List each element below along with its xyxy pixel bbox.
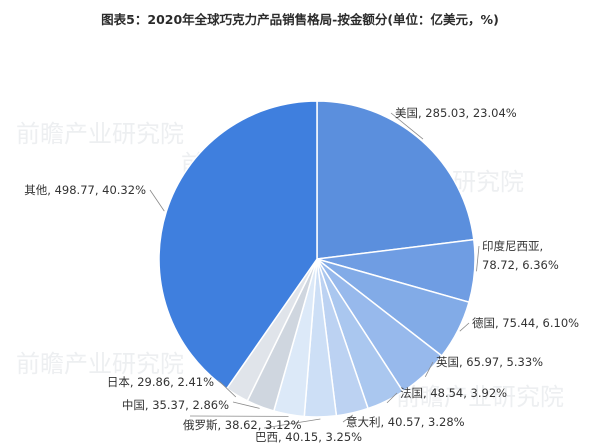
leader-line	[342, 414, 354, 423]
leader-line	[476, 245, 480, 272]
slice-label: 意大利, 40.57, 3.28%	[346, 415, 465, 429]
leader-line	[386, 392, 398, 404]
slice-label: 日本, 29.86, 2.41%	[107, 375, 214, 389]
leader-lines	[149, 112, 480, 429]
leader-line	[263, 418, 321, 429]
leader-line	[459, 322, 470, 332]
slice-label: 英国, 65.97, 5.33%	[436, 355, 543, 369]
watermark-text: 前瞻产业研究院	[16, 350, 184, 378]
watermark-text: 前瞻产业研究院	[396, 383, 564, 411]
slice-label: 美国, 285.03, 23.04%	[395, 106, 517, 120]
pie-slices	[158, 100, 476, 418]
slice-label: 中国, 35.37, 2.86%	[122, 398, 229, 412]
leader-line	[390, 112, 424, 140]
leader-line	[232, 401, 260, 409]
leader-line	[217, 379, 237, 398]
leader-line	[424, 361, 434, 377]
leader-line	[149, 189, 165, 212]
slice-label: 其他, 498.77, 40.32%	[24, 183, 146, 197]
slice-label: 巴西, 40.15, 3.25%	[255, 430, 362, 444]
chart-title: 图表5：2020年全球巧克力产品销售格局-按金额分(单位：亿美元，%)	[101, 12, 499, 27]
pie-slice-美国	[316, 100, 475, 260]
slice-label: 法国, 48.54, 3.92%	[400, 386, 507, 400]
slice-label-line2: 78.72, 6.36%	[482, 258, 559, 272]
watermark-text: 前瞻产业研究院	[16, 120, 184, 148]
pie-slice-其他	[158, 100, 318, 390]
slice-label: 印度尼西亚,	[482, 239, 543, 253]
slice-labels: 美国, 285.03, 23.04% 印度尼西亚, 78.72, 6.36% 德国, …	[24, 106, 579, 444]
slice-label: 德国, 75.44, 6.10%	[472, 316, 579, 330]
slice-label: 俄罗斯, 38.62, 3.12%	[183, 418, 302, 432]
